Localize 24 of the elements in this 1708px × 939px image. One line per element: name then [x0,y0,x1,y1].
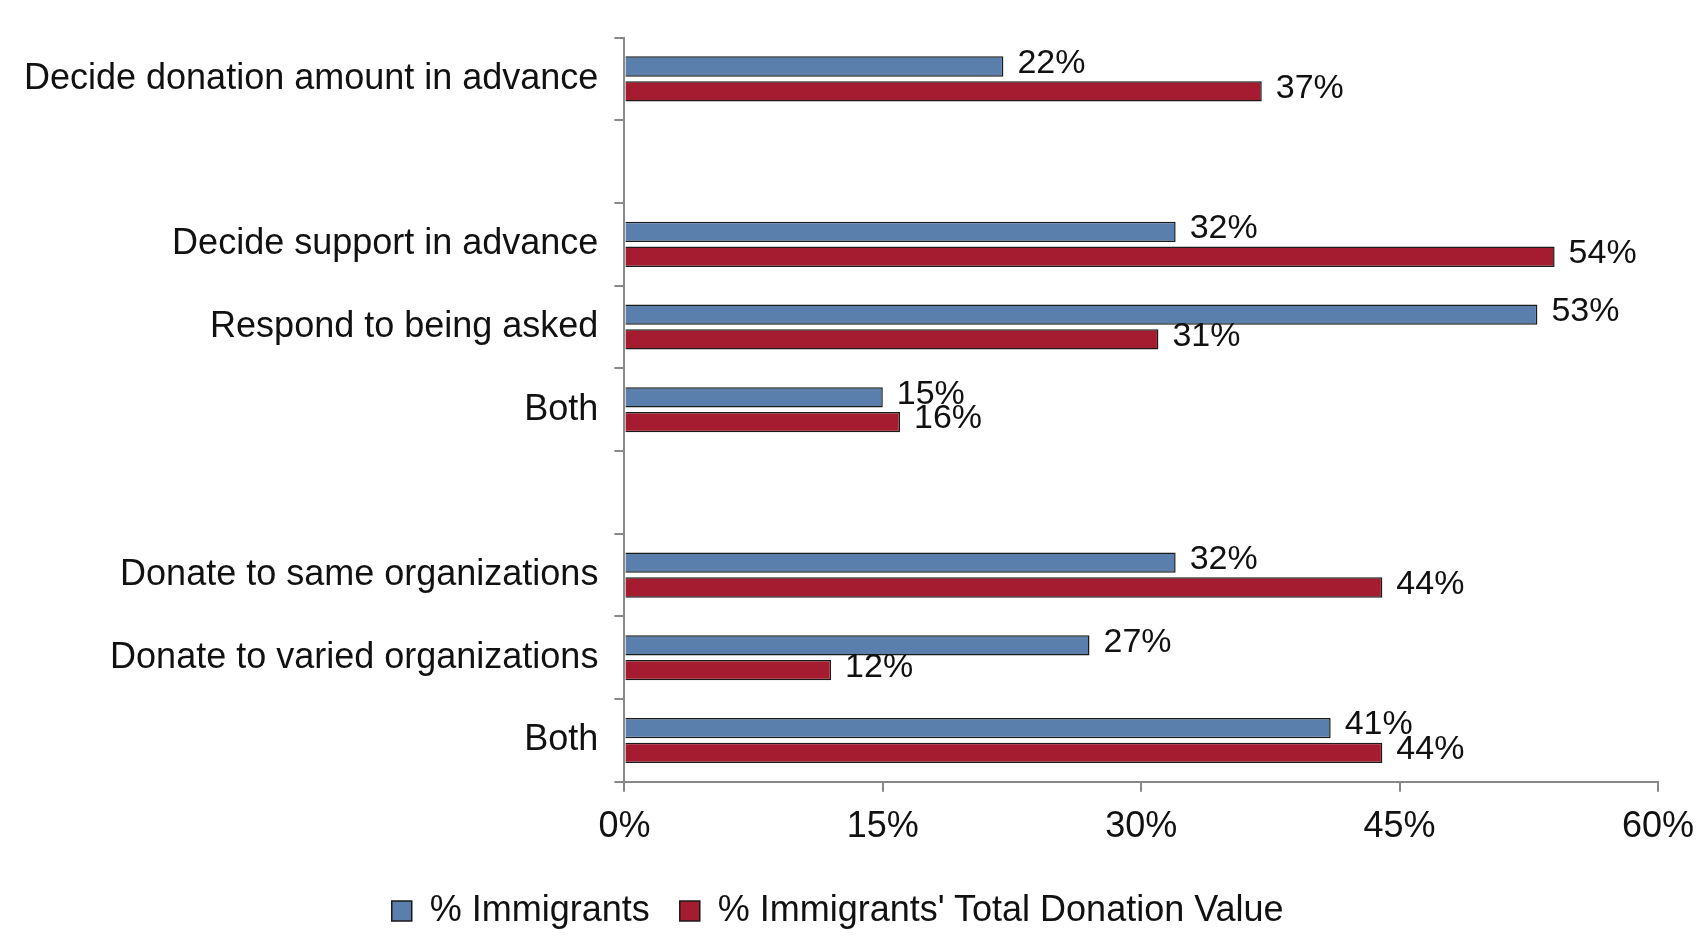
y-tick-label: Donate to varied organizations [110,634,599,676]
x-tick-label: 15% [846,804,919,846]
data-label: 32% [1189,207,1258,246]
legend-label: % Immigrants' Total Donation Value [717,887,1284,929]
x-tick-label: 60% [1621,804,1694,846]
y-tick-label: Both [524,717,599,759]
data-label: 22% [1017,41,1086,80]
legend-label: % Immigrants [429,887,650,929]
y-tick-label: Respond to being asked [210,303,599,345]
x-tick-label: 30% [1105,804,1178,846]
data-label: 37% [1275,66,1344,105]
data-label: 54% [1568,232,1637,271]
y-tick-label: Decide donation amount in advance [23,55,599,97]
data-label: 32% [1189,538,1258,577]
x-tick-label: 0% [598,804,651,846]
data-label: 53% [1551,289,1620,328]
data-label: 27% [1103,620,1172,659]
x-tick-label: 45% [1363,804,1436,846]
y-tick-label: Decide support in advance [172,221,599,263]
data-label: 31% [1172,314,1241,353]
data-label: 44% [1396,562,1465,601]
y-tick-label: Both [524,386,599,428]
data-label: 12% [845,645,914,684]
y-tick-label: Donate to same organizations [120,552,599,593]
